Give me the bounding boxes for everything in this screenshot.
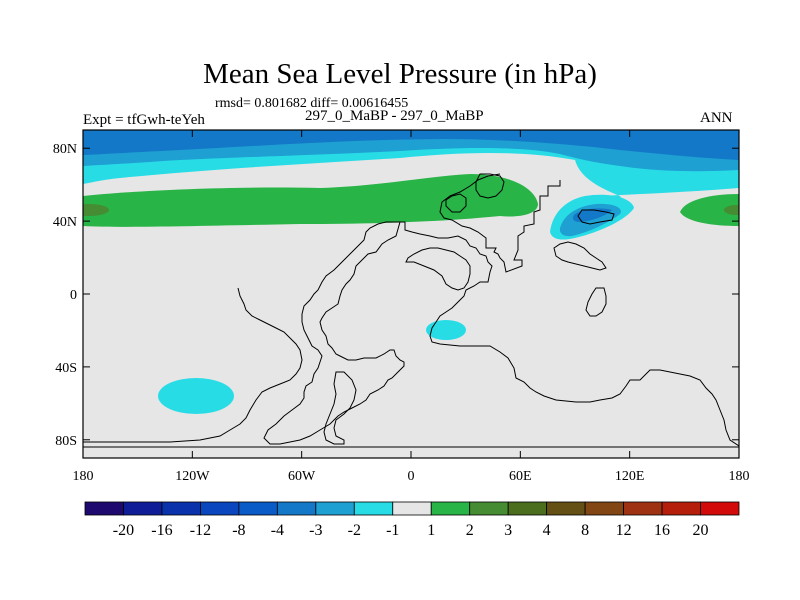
colorbar-swatch: [353, 501, 394, 516]
lon-tick-label: 180: [73, 469, 94, 484]
region-east-africa-low: [426, 320, 466, 340]
lon-tick-label: 60W: [288, 469, 316, 484]
region-arctic-cap: [83, 130, 739, 160]
colorbar-label: 8: [581, 522, 589, 539]
colorbar-swatch: [161, 501, 201, 516]
region-midlatitude-high-east: [680, 194, 739, 226]
lat-tick-label: 40S: [55, 361, 77, 376]
colorbar-swatch: [700, 501, 740, 516]
pressure-contour-field: [83, 130, 739, 458]
colorbar-label: 12: [616, 522, 632, 539]
colorbar-swatch: [507, 501, 548, 516]
latitude-axis: 80N 40N 0 40S 80S: [53, 142, 739, 449]
lat-tick-label: 0: [70, 288, 77, 303]
colorbar-swatch: [238, 501, 278, 516]
colorbar-swatch: [392, 501, 432, 516]
colorbar-swatch: [315, 501, 355, 516]
colorbar-label: -12: [190, 522, 211, 539]
colorbar-swatch: [623, 501, 663, 516]
region-high-east-edge-core: [724, 205, 739, 215]
colorbar: -20 -16 -12 -8 -4 -3 -2 -1 1 2 3 4 8 12 16 20: [84, 501, 740, 539]
lon-tick-label: 0: [408, 469, 415, 484]
colorbar-swatch: [276, 501, 317, 516]
colorbar-swatch: [546, 501, 586, 516]
colorbar-swatch: [84, 501, 124, 516]
colorbar-label: -2: [348, 522, 361, 539]
rmsd-diff-stats: rmsd= 0.801682 diff= 0.00616455: [215, 96, 409, 111]
lat-tick-label: 40N: [53, 215, 77, 230]
colorbar-label: 3: [504, 522, 512, 539]
lon-tick-label: 120E: [615, 469, 645, 484]
colorbar-swatch: [584, 501, 624, 516]
colorbar-label: -4: [271, 522, 284, 539]
colorbar-swatch: [469, 501, 509, 516]
region-south-pacific-low: [158, 378, 234, 414]
colorbar-swatch: [200, 501, 240, 516]
colorbar-label: -1: [386, 522, 399, 539]
region-midlatitude-high-west: [83, 174, 538, 227]
coastlines: [83, 173, 739, 448]
colorbar-label: -8: [232, 522, 245, 539]
lat-tick-label: 80S: [55, 434, 77, 449]
region-high-west-edge-core: [83, 204, 109, 216]
colorbar-swatch: [123, 501, 163, 516]
map-title: Mean Sea Level Pressure (in hPa): [203, 58, 597, 90]
colorbar-swatch: [661, 501, 701, 516]
lon-tick-label: 120W: [175, 469, 210, 484]
colorbar-label: -20: [113, 522, 134, 539]
longitude-axis: 180 120W 60W 0 60E 120E 180: [73, 130, 750, 484]
lon-tick-label: 180: [729, 469, 750, 484]
experiment-label: Expt = tfGwh-teYeh: [83, 112, 205, 128]
colorbar-label: 1: [427, 522, 435, 539]
colorbar-label: -3: [309, 522, 322, 539]
colorbar-label: 16: [654, 522, 670, 539]
case-comparison-label: 297_0_MaBP - 297_0_MaBP: [305, 108, 484, 124]
lat-tick-label: 80N: [53, 142, 77, 157]
colorbar-label: 20: [693, 522, 709, 539]
lon-tick-label: 60E: [509, 469, 532, 484]
colorbar-label: 2: [466, 522, 474, 539]
colorbar-swatch: [430, 501, 471, 516]
colorbar-label: 4: [543, 522, 551, 539]
season-label: ANN: [700, 110, 733, 126]
colorbar-label: -16: [151, 522, 172, 539]
